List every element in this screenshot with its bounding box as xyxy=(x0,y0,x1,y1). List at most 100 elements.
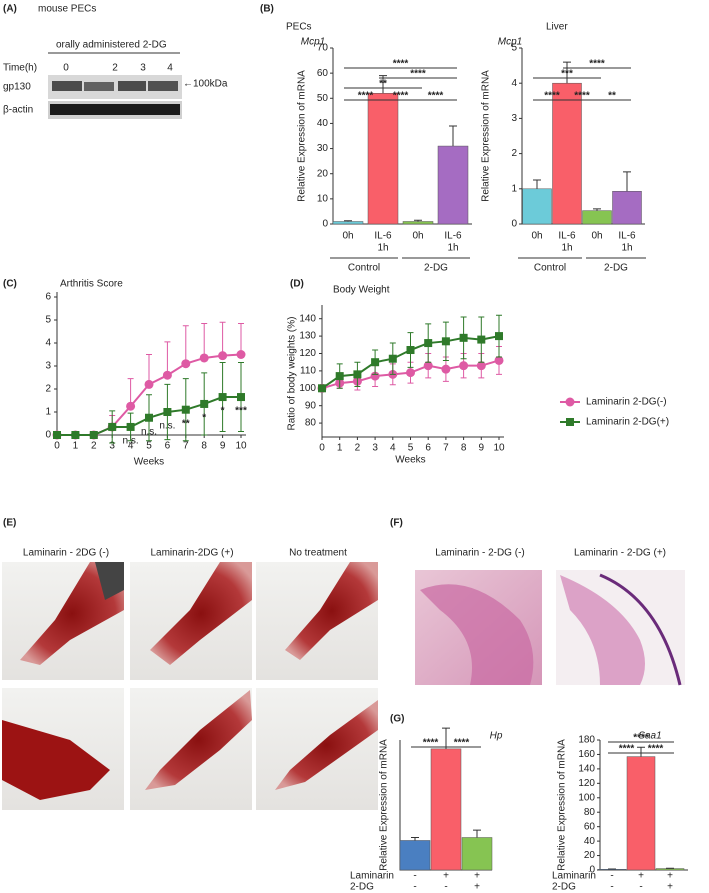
lane-label: 0 xyxy=(63,63,69,74)
point xyxy=(53,431,61,439)
significance-label: **** xyxy=(619,744,635,755)
panel-label: (G) xyxy=(390,714,404,725)
bar xyxy=(461,837,493,871)
y-tick-label: 60 xyxy=(317,68,329,79)
condition-mark: - xyxy=(413,882,416,893)
chart-title: Hp xyxy=(490,731,503,742)
x-tick-label: 3 xyxy=(372,443,378,454)
condition-label: Laminarin xyxy=(350,871,394,882)
error-bar xyxy=(449,125,457,147)
x-tick-label: 10 xyxy=(235,441,247,452)
y-tick-label: 80 xyxy=(305,418,317,429)
y-tick-label: 30 xyxy=(317,143,329,154)
condition-mark: + xyxy=(667,882,673,893)
x-axis-label: Weeks xyxy=(134,457,164,468)
legend-label: Laminarin 2-DG(-) xyxy=(586,397,667,408)
annotation: * xyxy=(202,413,206,424)
x-tick-label: 1 xyxy=(73,441,79,452)
point xyxy=(237,393,245,402)
point xyxy=(181,359,191,369)
error-bar xyxy=(563,61,571,84)
legend-label: Laminarin 2-DG(+) xyxy=(586,417,669,428)
x-tick-label: 8 xyxy=(461,443,467,454)
x-axis-label: Weeks xyxy=(395,455,425,466)
error-bar xyxy=(146,354,152,385)
condition-label: Laminarin xyxy=(552,871,596,882)
x-tick-label: 7 xyxy=(443,443,449,454)
x-tick-label: 6 xyxy=(165,441,171,452)
significance-label: **** xyxy=(648,744,664,755)
y-tick-label: 4 xyxy=(511,78,517,89)
time-label: Time(h) xyxy=(3,63,37,74)
error-bar xyxy=(411,837,419,841)
y-tick-label: 6 xyxy=(45,292,51,303)
x-tick-label: 0 xyxy=(54,441,60,452)
legend-marker xyxy=(565,397,575,407)
y-axis-label: Relative Expression of mRNA xyxy=(379,739,390,871)
error-bar xyxy=(238,322,244,355)
significance-label: **** xyxy=(410,69,426,80)
significance-label: **** xyxy=(454,738,470,749)
legend-marker xyxy=(566,418,574,426)
annotation: * xyxy=(221,406,225,417)
y-tick-label: 110 xyxy=(300,366,316,377)
x-tick-label: 8 xyxy=(201,441,207,452)
histology-images xyxy=(415,570,685,686)
point xyxy=(199,353,209,363)
x-tick-label: IL-6 xyxy=(558,231,576,242)
y-tick-label: 20 xyxy=(317,168,329,179)
error-bar xyxy=(201,322,208,358)
point xyxy=(424,339,433,348)
y-tick-label: 3 xyxy=(511,113,517,124)
y-tick-label: 0 xyxy=(589,865,595,876)
chart-subtitle: PECs xyxy=(286,22,312,33)
y-tick-label: 180 xyxy=(578,735,595,746)
panel-label: (F) xyxy=(390,518,403,529)
bar xyxy=(399,840,431,871)
panel-label: (D) xyxy=(290,279,304,290)
point xyxy=(441,364,451,374)
point xyxy=(218,351,228,361)
paw-photos xyxy=(2,562,378,810)
point xyxy=(406,368,415,378)
x-tick-label: 0h xyxy=(412,231,423,242)
significance-label: **** xyxy=(393,59,409,70)
point xyxy=(145,413,153,422)
bar xyxy=(332,221,364,225)
significance-label: **** xyxy=(544,91,560,102)
point xyxy=(181,405,190,414)
y-tick-label: 80 xyxy=(584,807,596,818)
row-label: β-actin xyxy=(3,105,33,116)
x-tick-label: 0h xyxy=(531,231,542,242)
y-tick-label: 0 xyxy=(45,430,51,441)
panel-label: (A) xyxy=(3,4,17,15)
y-axis-label: Relative Expression of mRNA xyxy=(481,70,492,202)
point xyxy=(459,333,468,342)
condition-mark: - xyxy=(444,882,447,893)
point xyxy=(163,408,172,416)
y-axis-label: Relative Expression of mRNA xyxy=(297,70,308,202)
point xyxy=(441,337,450,346)
annotation: *** xyxy=(235,406,247,417)
point xyxy=(495,332,503,341)
x-tick-label: 1 xyxy=(337,443,343,454)
point xyxy=(335,372,344,381)
photo-label: No treatment xyxy=(289,548,347,559)
bar xyxy=(437,145,469,225)
error-bar xyxy=(593,208,601,211)
group-label: 2-DG xyxy=(424,263,448,274)
panel-label: (B) xyxy=(260,4,274,15)
significance-label: ** xyxy=(608,91,616,102)
group-label: Control xyxy=(348,263,380,274)
condition-mark: - xyxy=(610,882,613,893)
significance-label: *** xyxy=(561,69,573,80)
point xyxy=(477,335,486,344)
significance-label: **** xyxy=(423,738,439,749)
significance-label: **** xyxy=(393,91,409,102)
photo-label: Laminarin - 2-DG (+) xyxy=(574,548,666,559)
y-tick-label: 160 xyxy=(578,749,595,760)
group-label: Control xyxy=(534,263,566,274)
y-tick-label: 0 xyxy=(322,219,328,230)
x-tick-label: IL-6 xyxy=(374,231,392,242)
y-tick-label: 10 xyxy=(317,193,329,204)
